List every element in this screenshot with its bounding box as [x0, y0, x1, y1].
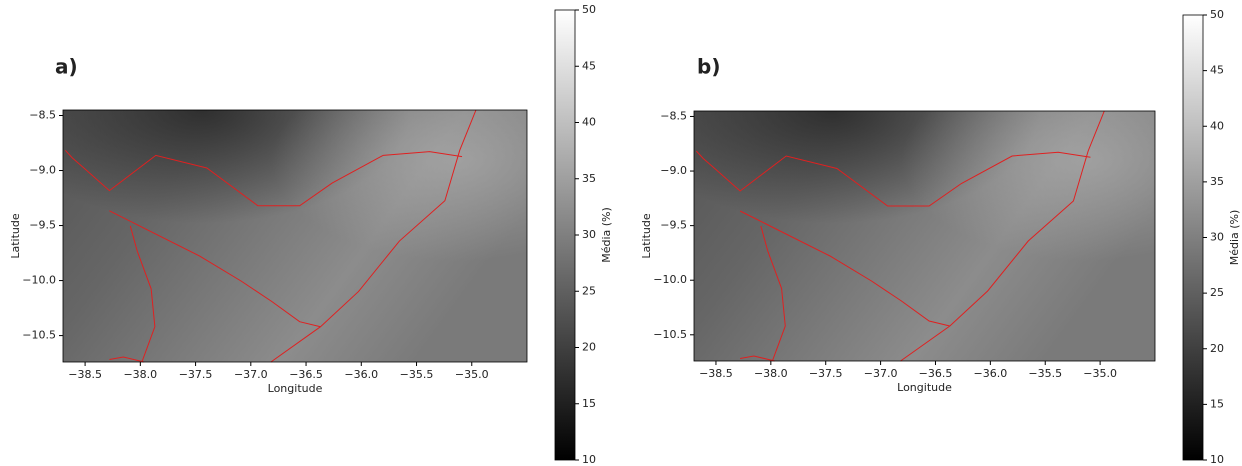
x-tick-label: −35.0	[455, 368, 489, 381]
y-tick-label: −9.5	[660, 219, 687, 232]
x-tick-label: −37.0	[864, 367, 898, 380]
colorbar-tick-label: 15	[582, 397, 596, 410]
map-panel: b) −38.5 −38.0 −37.5 −37.0 −36.5 −36.0 −35.5 −35…	[640, 8, 1241, 466]
colorbar-tick-label: 35	[1210, 175, 1224, 188]
colorbar-tick-label: 10	[1210, 453, 1224, 466]
panel-label: a)	[55, 55, 78, 79]
y-tick-label: −8.5	[660, 109, 687, 122]
y-tick-label: −9.5	[29, 219, 56, 232]
borders	[696, 111, 1104, 361]
y-tick-label: −9.0	[660, 164, 687, 177]
state-border	[740, 356, 775, 361]
x-tick-label: −37.5	[809, 367, 843, 380]
colorbar-label: Média (%)	[1228, 210, 1241, 266]
x-axis-label: Longitude	[897, 381, 952, 394]
y-tick-label: −9.0	[29, 164, 56, 177]
state-border	[130, 226, 155, 362]
axes-frame	[62, 109, 528, 363]
x-tick-label: −36.5	[289, 368, 323, 381]
x-tick-label: −35.5	[400, 368, 434, 381]
colorbar-tick-label: 50	[582, 3, 596, 16]
x-tick-label: −37.0	[234, 368, 268, 381]
raster-light	[694, 111, 1155, 361]
x-tick-label: −36.0	[973, 367, 1007, 380]
y-tick-label: −10.5	[22, 329, 56, 342]
y-tick-label: −8.5	[29, 109, 56, 122]
colorbar	[1182, 14, 1204, 461]
colorbar-tick-label: 45	[1210, 64, 1224, 77]
x-tick-label: −38.0	[754, 367, 788, 380]
y-axis-label: Latitude	[640, 213, 653, 259]
x-axis-label: Longitude	[268, 382, 323, 395]
colorbar-tick-label: 20	[1210, 342, 1224, 355]
colorbar-tick-label: 45	[582, 59, 596, 72]
x-tick-label: −37.5	[179, 368, 213, 381]
x-tick-label: −36.0	[344, 368, 378, 381]
state-border	[109, 211, 320, 327]
x-tick-label: −36.5	[919, 367, 953, 380]
colorbar-tick-label: 25	[1210, 286, 1224, 299]
colorbar-tick-label: 25	[582, 284, 596, 297]
y-tick-label: −10.0	[22, 274, 56, 287]
x-tick-label: −38.5	[699, 367, 733, 380]
x-tick-label: −35.0	[1083, 367, 1117, 380]
y-tick-label: −10.5	[653, 328, 687, 341]
colorbar-tick-label: 40	[1210, 119, 1224, 132]
state-border	[696, 151, 1090, 206]
state-border	[65, 150, 462, 205]
map-panel: a) −38.5 −38.0 −37.5 −37.0 −36.5 −36.0 −35.5 −35…	[9, 3, 613, 466]
state-border	[109, 357, 144, 362]
raster-light	[63, 110, 527, 362]
y-axis-label: Latitude	[9, 213, 22, 259]
colorbar-tick-label: 30	[582, 228, 596, 241]
axes-frame	[693, 110, 1156, 362]
colorbar-tick-label: 30	[1210, 231, 1224, 244]
state-border	[761, 226, 785, 361]
colorbar-tick-label: 35	[582, 172, 596, 185]
y-tick-label: −10.0	[653, 273, 687, 286]
x-tick-label: −38.0	[123, 368, 157, 381]
colorbar-tick-label: 20	[582, 341, 596, 354]
colorbar-tick-label: 10	[582, 453, 596, 466]
colorbar-tick-label: 15	[1210, 397, 1224, 410]
colorbar-tick-label: 50	[1210, 8, 1224, 21]
state-border	[740, 211, 950, 326]
panel-label: b)	[697, 55, 720, 79]
borders	[65, 110, 476, 362]
colorbar-tick-label: 40	[582, 116, 596, 129]
x-tick-label: −38.5	[68, 368, 102, 381]
x-tick-label: −35.5	[1028, 367, 1062, 380]
colorbar-label: Média (%)	[600, 207, 613, 263]
colorbar	[554, 9, 576, 461]
